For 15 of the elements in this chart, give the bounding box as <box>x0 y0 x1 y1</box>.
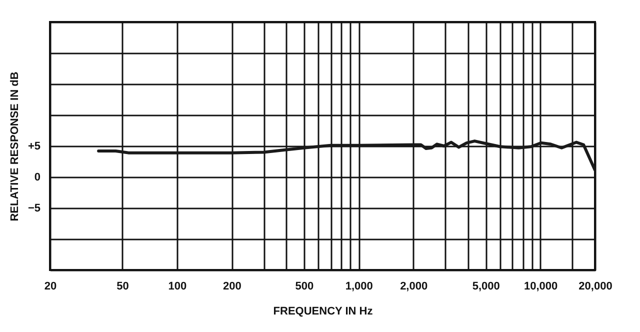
x-tick-label: 1,000 <box>345 280 373 292</box>
x-axis-title: FREQUENCY IN Hz <box>273 306 374 318</box>
x-tick-label: 200 <box>222 280 242 292</box>
x-tick-label: 20 <box>44 280 57 292</box>
x-tick-label: 50 <box>116 280 129 292</box>
y-tick-label: 0 <box>34 172 40 184</box>
x-tick-label: 10,000 <box>524 280 558 292</box>
x-tick-label: 20,000 <box>578 280 612 292</box>
y-tick-label: +5 <box>28 140 40 152</box>
y-axis-title: RELATIVE RESPONSE IN dB <box>8 72 21 222</box>
y-tick-label: −5 <box>28 202 40 214</box>
x-tick-label: 5,000 <box>472 280 500 292</box>
x-tick-label: 500 <box>295 280 314 292</box>
x-tick-label: 100 <box>168 280 187 292</box>
x-tick-label: 2,000 <box>400 280 428 292</box>
